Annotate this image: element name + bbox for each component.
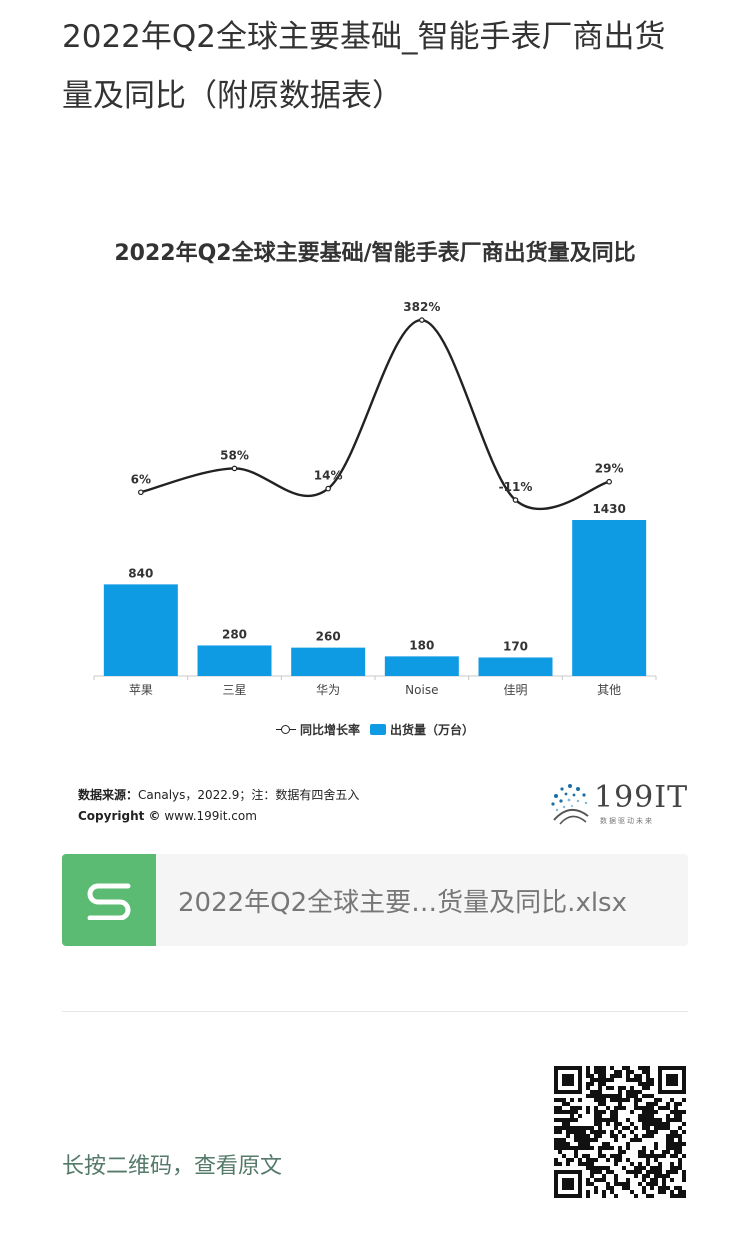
spreadsheet-icon [62,854,156,946]
growth-point [138,489,144,496]
logo-slogan: 数据驱动未来 [600,817,654,825]
growth-line [140,318,610,511]
logo-text: 199IT [594,780,689,815]
growth-value-label: 29% [595,462,624,476]
bar-value-label: 1430 [592,502,625,516]
copyright-text: www.199it.com [160,809,257,823]
growth-point [512,497,519,503]
growth-value-label: 6% [131,472,151,486]
attachment-card[interactable]: 2022年Q2全球主要…货量及同比.xlsx [62,854,688,946]
bar-value-label: 280 [222,627,247,641]
bar-value-label: 180 [409,638,434,652]
copyright-label: Copyright © [78,809,161,823]
growth-point [419,317,425,323]
legend-label-growth: 同比增长率 [299,723,360,737]
growth-point [606,478,612,485]
bar [478,657,553,676]
growth-point [325,485,331,492]
growth-value-label: 382% [403,300,440,314]
qr-code-icon[interactable] [554,1066,686,1198]
bar [384,656,459,676]
growth-value-label: -11% [499,480,533,494]
growth-value-label: 14% [314,469,343,483]
chart-image: 2022年Q2全球主要基础/智能手表厂商出货量及同比 840 苹果 280 三星 260… [62,205,688,841]
source-text: Canalys，2022.9；注：数据有四舍五入 [138,788,360,802]
x-tick-label: 三星 [222,683,246,697]
divider [62,1011,688,1012]
qr-finder-pattern [554,1170,582,1198]
x-tick-label: 苹果 [129,683,153,697]
growth-point [231,465,238,472]
bar [572,520,647,676]
legend-item-shipments: 出货量（万台） [370,721,474,738]
chart-source: 数据来源：Canalys，2022.9；注：数据有四舍五入 Copyright … [78,785,359,827]
dots-logo-icon [551,784,589,825]
chart-title: 2022年Q2全球主要基础/智能手表厂商出货量及同比 [114,241,636,266]
x-tick-label: 其他 [597,683,621,697]
x-tick-label: 佳明 [503,683,527,697]
x-tick-label: Noise [405,683,438,697]
legend-item-growth: 同比增长率 [275,721,360,738]
qr-hint-text: 长按二维码，查看原文 [62,1154,283,1179]
bar-value-label: 170 [503,639,528,653]
chart-legend: 同比增长率 出货量（万台） [62,721,688,738]
attachment-file-name: 2022年Q2全球主要…货量及同比.xlsx [178,888,627,918]
line-marker-icon [275,724,296,735]
legend-label-shipments: 出货量（万台） [390,723,475,737]
brand-logo: 199IT 数据驱动未来 [548,780,687,828]
qr-finder-pattern [554,1066,582,1094]
bar-swatch-icon [370,724,386,735]
x-tick-label: 华为 [316,683,340,697]
bar-value-label: 260 [316,630,341,644]
source-label: 数据来源： [78,788,139,802]
bar [197,645,272,676]
bar [103,584,178,676]
qr-finder-pattern [658,1066,686,1094]
qr-modules [554,1066,686,1198]
article-title: 2022年Q2全球主要基础_智能手表厂商出货量及同比（附原数据表） [62,19,666,114]
chart-plot: 840 苹果 280 三星 260 华为 180 Noise 170 佳明 1430 其他 6% 58% 1… [93,300,657,697]
bar-value-label: 840 [128,566,153,580]
bar [291,647,366,676]
growth-value-label: 58% [220,448,249,462]
